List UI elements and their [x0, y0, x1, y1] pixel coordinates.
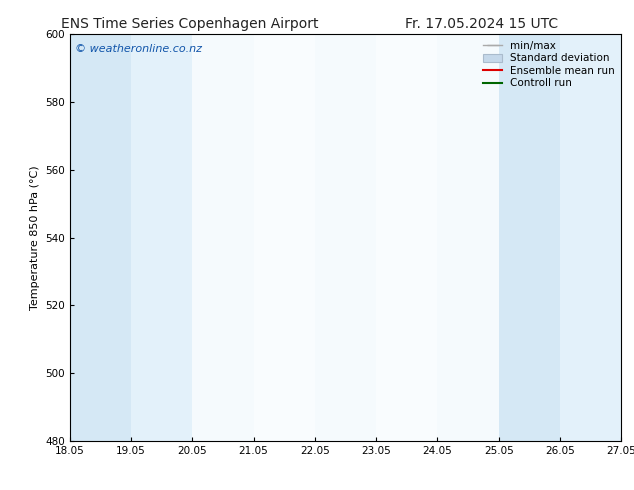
- Text: © weatheronline.co.nz: © weatheronline.co.nz: [75, 45, 202, 54]
- Bar: [560, 34, 621, 441]
- Bar: [315, 34, 376, 441]
- Bar: [499, 34, 560, 441]
- Bar: [254, 34, 315, 441]
- Bar: [376, 34, 437, 441]
- Bar: [437, 34, 499, 441]
- Bar: [70, 34, 131, 441]
- Bar: [192, 34, 254, 441]
- Y-axis label: Temperature 850 hPa (°C): Temperature 850 hPa (°C): [30, 165, 39, 310]
- Legend: min/max, Standard deviation, Ensemble mean run, Controll run: min/max, Standard deviation, Ensemble me…: [479, 36, 619, 93]
- Text: Fr. 17.05.2024 15 UTC: Fr. 17.05.2024 15 UTC: [405, 17, 559, 31]
- Bar: [131, 34, 192, 441]
- Text: ENS Time Series Copenhagen Airport: ENS Time Series Copenhagen Airport: [61, 17, 319, 31]
